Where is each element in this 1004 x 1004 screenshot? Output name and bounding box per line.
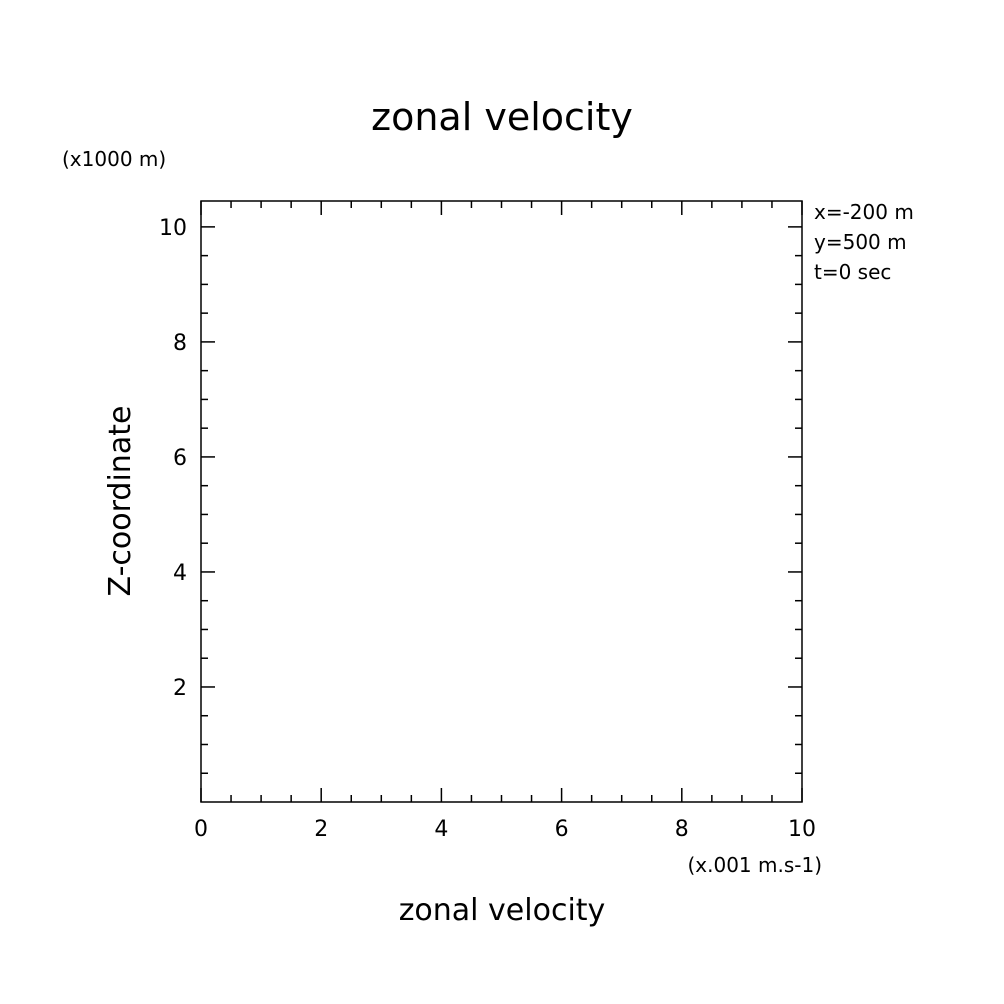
- annotation-text: y=500 m: [814, 230, 907, 254]
- y-tick-label: 2: [173, 676, 187, 701]
- annotation-text: t=0 sec: [814, 260, 891, 284]
- y-tick-label: 8: [173, 331, 187, 356]
- x-tick-label: 2: [314, 817, 328, 842]
- x-axis-label: zonal velocity: [399, 893, 606, 928]
- y-tick-label: 6: [173, 446, 187, 471]
- x-unit-label: (x.001 m.s-1): [687, 853, 822, 877]
- x-tick-label: 6: [555, 817, 569, 842]
- x-tick-label: 8: [675, 817, 689, 842]
- chart-title: zonal velocity: [371, 95, 633, 139]
- annotations: x=-200 m y=500 m t=0 sec: [814, 200, 914, 284]
- plot-frame: [200, 200, 803, 803]
- y-axis-label: Z-coordinate: [103, 406, 138, 597]
- x-tick-label: 4: [434, 817, 448, 842]
- x-tick-label: 10: [788, 817, 816, 842]
- y-tick-labels: 2 4 6 8 10: [159, 216, 187, 701]
- y-unit-label: (x1000 m): [62, 147, 166, 171]
- annotation-text: x=-200 m: [814, 200, 914, 224]
- tick-marks: [200, 201, 803, 802]
- x-tick-labels: 0 2 4 6 8 10: [194, 817, 816, 842]
- y-tick-label: 10: [159, 216, 187, 241]
- y-tick-label: 4: [173, 561, 187, 586]
- x-tick-label: 0: [194, 817, 208, 842]
